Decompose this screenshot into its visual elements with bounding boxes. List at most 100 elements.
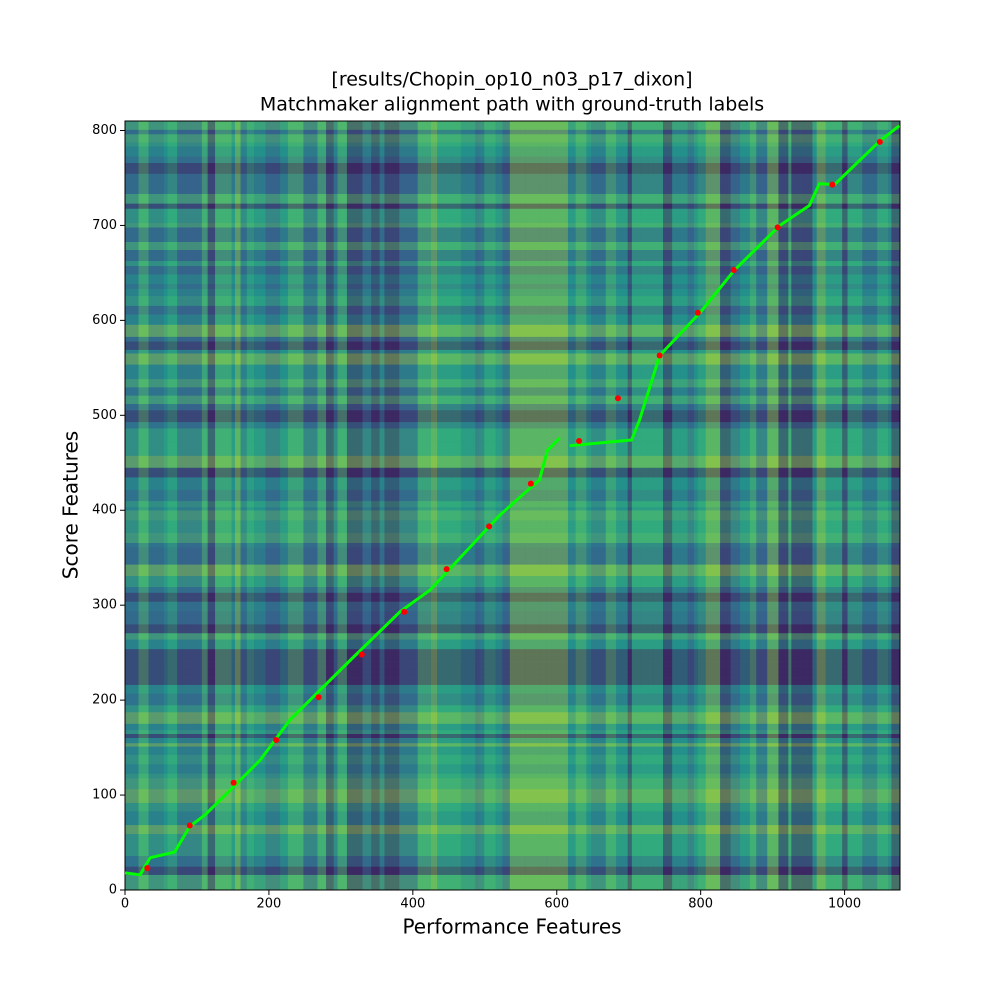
heatmap-band xyxy=(756,121,768,890)
heatmap-band xyxy=(697,121,706,890)
heatmap-band xyxy=(125,455,900,468)
ground-truth-label xyxy=(774,224,781,231)
heatmap-band xyxy=(125,288,900,297)
heatmap-band xyxy=(125,734,900,739)
heatmap-band xyxy=(362,121,372,890)
heatmap-band xyxy=(384,121,400,890)
heatmap-band xyxy=(591,121,606,890)
heatmap-band xyxy=(125,121,139,890)
heatmap-band xyxy=(125,693,900,697)
heatmap-band xyxy=(479,121,485,890)
heatmap-band xyxy=(125,834,900,847)
heatmap-band xyxy=(125,561,900,565)
ground-truth-label xyxy=(315,694,322,701)
heatmap-band xyxy=(125,738,900,744)
heatmap-band xyxy=(125,227,900,242)
heatmap-band xyxy=(125,428,900,442)
heatmap-band xyxy=(125,173,900,183)
heatmap-band xyxy=(125,182,900,194)
heatmap-band xyxy=(125,547,900,562)
heatmap-band xyxy=(125,712,900,724)
ground-truth-label xyxy=(273,736,280,743)
heatmap-band xyxy=(847,121,863,890)
heatmap-band xyxy=(246,121,255,890)
heatmap-band xyxy=(694,121,698,890)
ground-truth-label xyxy=(358,651,365,658)
ground-truth-label xyxy=(694,309,701,316)
heatmap-band xyxy=(687,121,695,890)
heatmap-band xyxy=(125,422,900,429)
heatmap-band xyxy=(337,121,347,890)
heatmap-band xyxy=(567,121,576,890)
heatmap-band xyxy=(125,296,900,301)
heatmap-band xyxy=(730,121,741,890)
heatmap-band xyxy=(495,121,503,890)
heatmap-band xyxy=(409,121,418,890)
heatmap-band xyxy=(705,121,721,890)
heatmap-band xyxy=(546,121,552,890)
heatmap-band xyxy=(125,778,900,790)
x-tick-label: 0 xyxy=(121,897,129,912)
ground-truth-label xyxy=(186,822,193,829)
heatmap-band xyxy=(125,266,900,275)
heatmap-band xyxy=(653,121,664,890)
heatmap-band xyxy=(234,121,241,890)
heatmap-band xyxy=(125,121,900,130)
heatmap-band xyxy=(125,477,900,485)
heatmap-band xyxy=(138,121,149,890)
heatmap-band xyxy=(317,121,327,890)
heatmap-band xyxy=(125,666,900,678)
heatmap-band xyxy=(265,121,281,890)
heatmap-band xyxy=(333,121,338,890)
heatmap-band xyxy=(125,677,900,685)
heatmap-band xyxy=(125,353,900,365)
heatmap-band xyxy=(125,543,900,548)
heatmap-band xyxy=(125,730,900,735)
heatmap-band xyxy=(877,121,889,890)
y-tick-label: 700 xyxy=(92,218,117,233)
heatmap-band xyxy=(125,250,900,262)
heatmap xyxy=(125,121,900,890)
heatmap-band xyxy=(551,121,568,890)
heatmap-band xyxy=(399,121,410,890)
heatmap-band xyxy=(379,121,385,890)
heatmap-band xyxy=(280,121,288,890)
ground-truth-label xyxy=(443,566,450,573)
heatmap-band xyxy=(452,121,461,890)
heatmap-band xyxy=(346,121,363,890)
heatmap-band xyxy=(125,633,900,640)
heatmap-band xyxy=(778,121,789,890)
heatmap-band xyxy=(125,146,900,157)
heatmap-band xyxy=(307,121,318,890)
heatmap-band xyxy=(125,564,900,577)
heatmap-band xyxy=(586,121,592,890)
heatmap-band xyxy=(125,802,900,812)
ground-truth-label xyxy=(486,523,493,530)
heatmap-band xyxy=(125,208,900,224)
heatmap-band xyxy=(125,507,900,511)
ground-truth-label xyxy=(614,395,621,402)
heatmap-band xyxy=(125,395,900,405)
heatmap-band xyxy=(616,121,628,890)
heatmap-band xyxy=(631,121,641,890)
y-tick-label: 300 xyxy=(92,598,117,613)
heatmap-band xyxy=(125,129,900,135)
x-axis-label: Performance Features xyxy=(402,915,621,939)
heatmap-band xyxy=(417,121,431,890)
heatmap-band xyxy=(640,121,654,890)
heatmap-band xyxy=(125,576,900,588)
heatmap-band xyxy=(605,121,617,890)
heatmap-band xyxy=(125,324,900,337)
heatmap-band xyxy=(167,121,178,890)
heatmap-band xyxy=(125,261,900,267)
heatmap-band xyxy=(125,241,900,251)
heatmap-band xyxy=(125,489,900,502)
heatmap-band xyxy=(240,121,247,890)
heatmap-band xyxy=(125,723,900,731)
heatmap-band xyxy=(125,520,900,525)
heatmap-band xyxy=(460,121,476,890)
x-tick-label: 1000 xyxy=(828,897,861,912)
heatmap-band xyxy=(125,643,900,650)
heatmap-band xyxy=(125,587,900,593)
